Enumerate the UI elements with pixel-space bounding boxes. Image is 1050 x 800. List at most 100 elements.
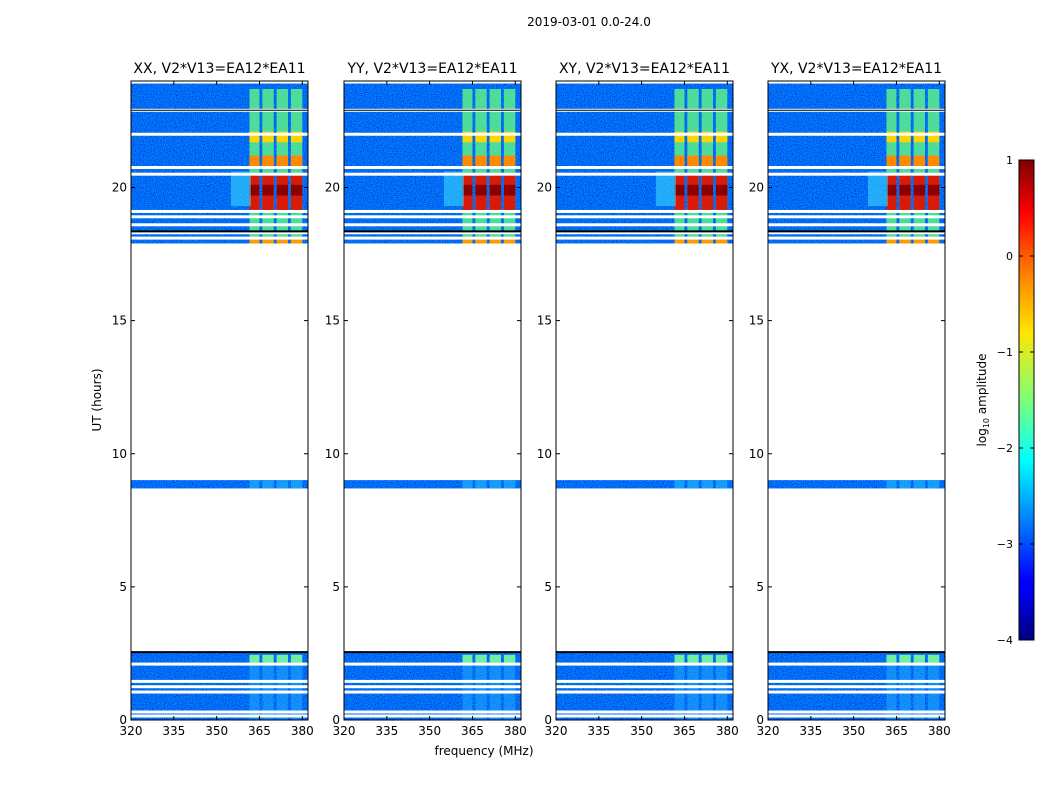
x-tick-label: 335 (799, 724, 822, 738)
x-axis-label: frequency (MHz) (434, 744, 533, 758)
rfi-peak (927, 184, 940, 196)
panel-title: YX, V2*V13=EA12*EA11 (770, 61, 942, 77)
gap-line (344, 209, 521, 213)
rfi-low (475, 238, 487, 244)
x-tick-label: 350 (630, 724, 653, 738)
rfi-mid (715, 480, 728, 489)
y-tick-label: 0 (332, 713, 340, 727)
x-tick-label: 380 (291, 724, 314, 738)
rfi-mid (262, 480, 274, 489)
axes-frame (767, 80, 946, 721)
x-tick-label: 365 (248, 724, 271, 738)
rfi-peak (262, 184, 274, 196)
gap-line (768, 710, 945, 714)
y-tick-label: 20 (749, 181, 764, 195)
y-tick-label: 5 (756, 580, 764, 594)
x-tick-label: 320 (757, 724, 780, 738)
colorbar-label-log: log (975, 428, 989, 446)
colorbar-ticks: 1 0 −1 −2 −3 −4 (997, 154, 1034, 647)
colorbar-label-rest: amplitude (975, 354, 989, 418)
rfi-yellow (462, 131, 473, 143)
rfi-low (276, 238, 289, 244)
rfi-mid (462, 480, 473, 489)
gap-line (556, 710, 733, 714)
rfi-orange (262, 155, 274, 167)
x-tick-label: 365 (885, 724, 908, 738)
gap-line (556, 132, 733, 136)
gap-line (344, 679, 521, 683)
rfi-mid (927, 480, 940, 489)
rfi-yellow (475, 131, 487, 143)
colorbar-tick-label: 1 (1006, 154, 1013, 167)
rfi-peak (276, 184, 289, 196)
rfi-mid (276, 480, 289, 489)
colorbar: 10−1−2−3−4 log10 amplitude (975, 154, 1035, 647)
gap-line (556, 209, 733, 213)
colorbar-tick-label: 0 (1006, 250, 1013, 263)
gap-line (768, 685, 945, 689)
y-axis-label: UT (hours) (90, 368, 104, 431)
rfi-orange (927, 155, 940, 167)
gap-line (344, 690, 521, 694)
x-tick-label: 350 (418, 724, 441, 738)
rfi-low (674, 238, 685, 244)
colorbar-tick-label: −1 (997, 346, 1013, 359)
rfi-bottom (249, 654, 260, 663)
y-tick-label: 15 (112, 314, 127, 328)
data-block-noise (556, 480, 733, 489)
rfi-low (701, 238, 714, 244)
rfi-peak (886, 184, 897, 196)
gap-line (344, 172, 521, 176)
gap-line (131, 172, 308, 176)
rfi-bottom (886, 654, 897, 663)
rfi-yellow (489, 131, 502, 143)
rfi-orange (701, 155, 714, 167)
rfi-mid (687, 480, 699, 489)
gap-line (556, 223, 733, 227)
panel-title: YY, V2*V13=EA12*EA11 (346, 61, 517, 77)
rfi-peak (674, 184, 685, 196)
gap-line (344, 166, 521, 170)
rfi-bottom (290, 654, 303, 663)
rfi-orange (715, 155, 728, 167)
gap-line (768, 132, 945, 136)
x-tick-label: 335 (162, 724, 185, 738)
x-tick-label: 380 (716, 724, 739, 738)
rfi-yellow (701, 131, 714, 143)
y-tick-label: 5 (119, 580, 127, 594)
rfi-glow (867, 171, 888, 207)
rfi-peak (462, 184, 473, 196)
y-tick-label: 0 (544, 713, 552, 727)
rfi-yellow (927, 131, 940, 143)
rfi-glow (230, 171, 251, 207)
data-block-noise (131, 480, 308, 489)
gap-line (344, 236, 521, 240)
y-tick-label: 0 (756, 713, 764, 727)
y-tick-label: 20 (537, 181, 552, 195)
rfi-yellow (674, 131, 685, 143)
rfi-orange (276, 155, 289, 167)
rfi-low (687, 238, 699, 244)
rfi-bottom (927, 654, 940, 663)
rfi-mid (290, 480, 303, 489)
rfi-mid (913, 480, 926, 489)
rfi-bottom (701, 654, 714, 663)
y-tick-label: 15 (537, 314, 552, 328)
y-tick-label: 10 (112, 447, 127, 461)
rfi-low (899, 238, 911, 244)
gap-line (768, 231, 945, 235)
rfi-orange (913, 155, 926, 167)
panel-1: XX, V2*V13=EA12*EA11 320 335 350 365 380 0 5 10 1… (112, 61, 314, 738)
gap-line (768, 172, 945, 176)
rfi-yellow (290, 131, 303, 143)
rfi-bottom (462, 654, 473, 663)
gap-line (556, 236, 733, 240)
rfi-orange (899, 155, 911, 167)
rfi-mid (701, 480, 714, 489)
rfi-peak (290, 184, 303, 196)
rfi-bottom (262, 654, 274, 663)
gap-line (768, 662, 945, 666)
rfi-peak (475, 184, 487, 196)
gap-line (131, 236, 308, 240)
